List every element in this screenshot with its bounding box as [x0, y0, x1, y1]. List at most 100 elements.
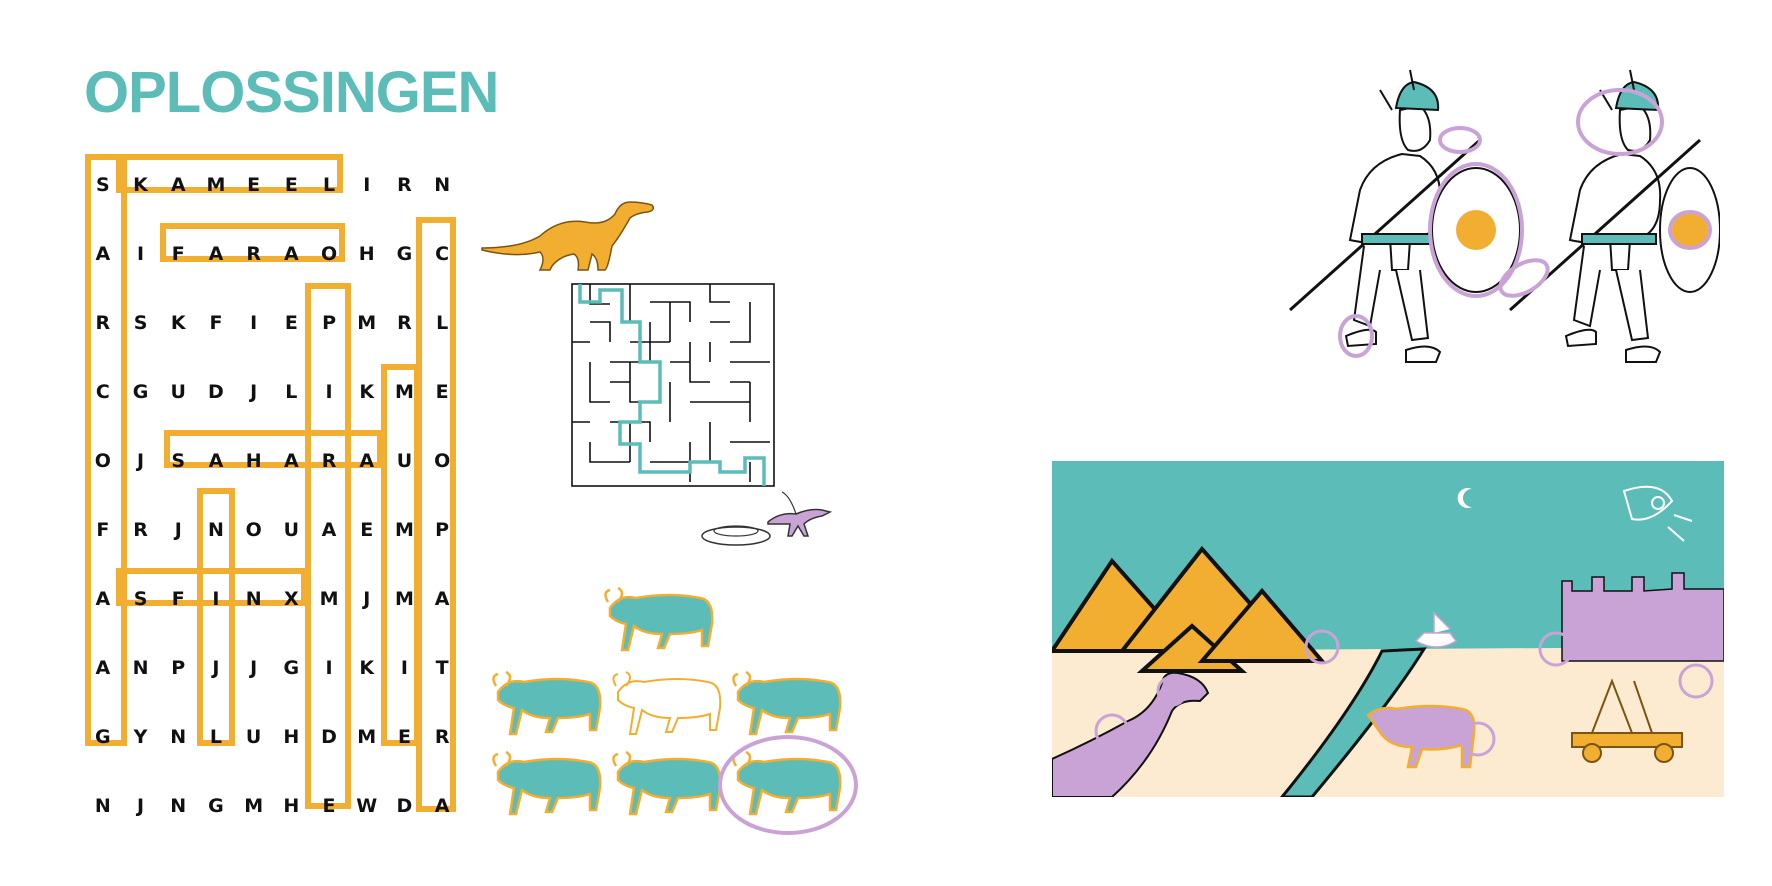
- diff-circle-sun: [1668, 210, 1712, 250]
- grid-cell: L: [285, 380, 298, 403]
- grid-cell: F: [171, 587, 185, 610]
- grid-cell: A: [359, 449, 375, 472]
- rocket-icon: [1622, 485, 1693, 542]
- grid-cell: E: [322, 794, 336, 817]
- grid-cell: A: [434, 587, 450, 610]
- grid-cell: M: [319, 587, 339, 610]
- diff-circle-knee: [1338, 314, 1374, 358]
- grid-cell: L: [209, 725, 222, 748]
- grid-cell: E: [284, 311, 298, 334]
- grid-cell: U: [283, 518, 300, 541]
- page-title: OPLOSSINGEN: [84, 60, 499, 125]
- catapult: [1571, 678, 1683, 763]
- grid-cell: J: [250, 656, 258, 679]
- find-circle-5: [1678, 663, 1714, 699]
- grid-cell: F: [171, 242, 185, 265]
- grid-cell: M: [206, 173, 226, 196]
- crescent-moon-icon: [1457, 488, 1472, 508]
- grid-cell: I: [325, 656, 333, 679]
- grid-cell: A: [283, 449, 299, 472]
- soldiers-panel: [1288, 68, 1720, 364]
- grid-cell: W: [356, 794, 378, 817]
- sun-right: [1672, 212, 1708, 248]
- grid-cell: E: [360, 518, 374, 541]
- grid-cell: D: [208, 380, 224, 403]
- find-circle-2: [1304, 629, 1340, 665]
- grid-cell: U: [170, 380, 186, 403]
- grid-cell: L: [322, 173, 336, 196]
- grid-cell: M: [357, 311, 377, 334]
- maze-puzzle: [571, 283, 775, 487]
- grid-cell: P: [322, 311, 336, 334]
- egypt-scene: [1052, 461, 1724, 797]
- grid-cell: I: [250, 311, 258, 334]
- grid-cell: T: [435, 656, 449, 679]
- grid-cell: J: [250, 380, 258, 403]
- grid-cell: I: [137, 242, 145, 265]
- grid-cell: O: [320, 242, 338, 265]
- grid-cell: N: [207, 518, 224, 541]
- grid-cell: G: [95, 725, 111, 748]
- find-circle-3: [1460, 721, 1496, 757]
- grid-cell: M: [394, 380, 414, 403]
- grid-cell: C: [95, 380, 110, 403]
- grid-cell: A: [321, 518, 337, 541]
- grid-cell: N: [245, 587, 262, 610]
- grid-cell: N: [132, 656, 149, 679]
- grid-cell: O: [434, 449, 451, 472]
- grid-cell: F: [209, 311, 223, 334]
- grid-cell: A: [208, 449, 224, 472]
- grid-cell: R: [246, 242, 261, 265]
- grid-cell: R: [397, 311, 412, 334]
- grid-cell: M: [244, 794, 264, 817]
- grid-cell: P: [435, 518, 450, 541]
- grid-cell: X: [284, 587, 299, 610]
- castle: [1561, 572, 1724, 662]
- grid-cell: S: [171, 449, 186, 472]
- grid-cell: N: [94, 794, 111, 817]
- small-dinosaur-icon: [701, 491, 833, 546]
- diff-circle-shield: [1428, 162, 1524, 298]
- grid-cell: I: [363, 173, 371, 196]
- viking-ship-icon: [1414, 611, 1458, 648]
- grid-cell: R: [95, 311, 111, 334]
- grid-cell: H: [245, 449, 262, 472]
- grid-cell: J: [137, 449, 145, 472]
- highlight-sahara: [164, 430, 383, 468]
- grid-cell: L: [436, 311, 449, 334]
- grid-cell: G: [132, 380, 149, 403]
- grid-cell: D: [321, 725, 337, 748]
- grid-cell: M: [394, 587, 414, 610]
- grid-cell: K: [133, 173, 148, 196]
- grid-cell: D: [396, 794, 413, 817]
- grid-cell: J: [174, 518, 182, 541]
- grid-cell: O: [245, 518, 262, 541]
- grid-cell: A: [170, 173, 186, 196]
- grid-cell: H: [283, 794, 300, 817]
- grid-cell: G: [208, 794, 224, 817]
- grid-cell: H: [358, 242, 375, 265]
- diff-circle-plume: [1576, 88, 1664, 156]
- grid-cell: G: [396, 242, 413, 265]
- grid-cell: E: [397, 725, 411, 748]
- find-circle-4: [1538, 631, 1574, 667]
- find-circle-1: [1094, 713, 1130, 749]
- grid-cell: E: [284, 173, 298, 196]
- grid-cell: J: [363, 587, 371, 610]
- grid-cell: U: [396, 449, 413, 472]
- grid-cell: R: [434, 725, 450, 748]
- find-circle-6: [1156, 675, 1188, 707]
- grid-cell: K: [359, 656, 375, 679]
- highlight-sfinx: [116, 568, 307, 606]
- grid-cell: K: [359, 380, 375, 403]
- nile-river: [1280, 647, 1427, 797]
- grid-cell: O: [94, 449, 111, 472]
- cattle-panel: [492, 586, 858, 835]
- grid-cell: J: [137, 794, 145, 817]
- grid-cell: E: [247, 173, 261, 196]
- grid-cell: S: [96, 173, 110, 196]
- cow-scene: [1366, 704, 1476, 769]
- odd-one-circle: [718, 735, 858, 835]
- grid-cell: S: [133, 311, 148, 334]
